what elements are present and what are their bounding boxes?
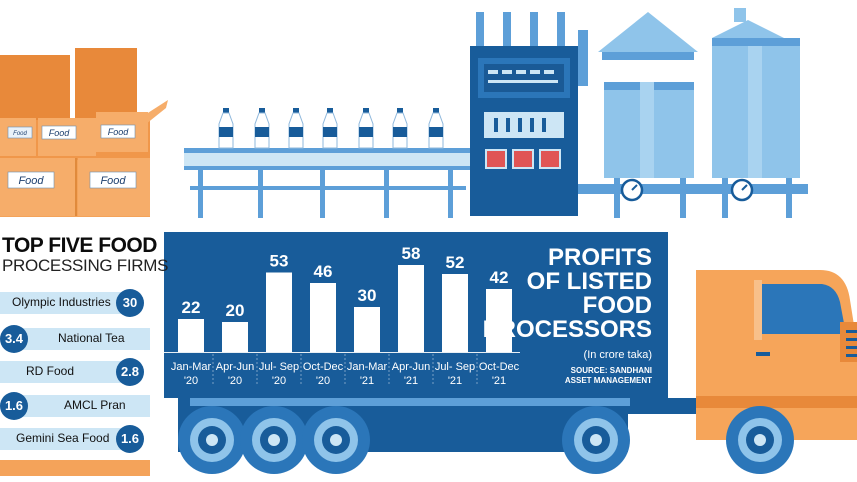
box-label: Food [18,175,44,187]
bar-data-label: 58 [402,244,421,263]
bar [266,272,292,352]
category-tick-label: Oct-Dec [303,361,344,373]
category-tick-label-year: '20 [228,375,242,387]
bar [398,265,424,352]
category-tick-label: Jan-Mar [171,361,212,373]
ranking-title: TOP FIVE FOOD [2,234,157,257]
bar-data-label: 53 [270,252,289,271]
wheel-icon [178,406,794,474]
bar-data-label: 22 [182,298,201,317]
category-tick-label-year: '20 [184,375,198,387]
bar [310,283,336,352]
chart-baseline [164,352,520,353]
bar-data-label: 46 [314,262,333,281]
box-label: Food [13,131,27,137]
storage-tank-icon [578,8,808,218]
chart-subtitle: (In crore taka) [584,349,652,361]
bar-data-label: 52 [446,253,465,272]
bar [178,319,204,352]
chart-title-line-2: OF LISTED [527,268,652,295]
chart-source-line-1: SOURCE: SANDHANI [571,366,652,375]
wheel-icon [240,406,308,474]
milk-bottle-icon [288,108,304,149]
chart-title-line-1: PROFITS [548,244,652,271]
category-tick-label-year: '20 [272,375,286,387]
category-tick-label: Oct-Dec [479,361,520,373]
cardboard-box-icon: Food Food Food Food Food [0,48,168,217]
category-tick-label-year: '21 [492,375,506,387]
ranking-name: Gemini Sea Food [16,431,110,445]
ranking-bar [0,361,124,383]
bar [354,307,380,352]
wheel-icon [562,406,630,474]
chart-title-line-3: FOOD [583,292,652,319]
ranking-row: RD Food 2.8 [0,358,150,386]
ranking-name: National Tea [58,331,125,345]
category-tick-label: Apr-Jun [216,361,255,373]
ranking-panel: TOP FIVE FOOD PROCESSING FIRMS Olympic I… [0,230,168,482]
milk-bottle-icon [218,108,444,149]
category-tick-label-year: '21 [360,375,374,387]
category-tick-label: Apr-Jun [392,361,431,373]
ranking-bar [14,395,150,417]
ranking-value: 1.6 [0,392,28,420]
milk-bottle-icon [322,108,338,149]
wheel-icon [726,406,794,474]
ranking-value: 2.8 [116,358,144,386]
chart-source-line-2: ASSET MANAGEMENT [565,376,652,385]
milk-bottle-icon [254,108,270,149]
wheel-icon [302,406,370,474]
bar-data-label: 42 [490,268,509,287]
box-label: Food [108,127,130,137]
bar [486,289,512,352]
ranking-name: AMCL Pran [64,398,126,412]
bar-data-label: 20 [226,301,245,320]
ranking-value: 3.4 [0,325,28,353]
category-tick-label: Jan-Mar [347,361,388,373]
ranking-bar [14,328,150,350]
ranking-value: 1.6 [116,425,144,453]
category-tick-label-year: '20 [316,375,330,387]
ranking-bar [0,292,124,314]
wheel-icon [178,406,246,474]
box-label: Food [49,128,71,138]
ranking-subtitle: PROCESSING FIRMS [2,256,169,275]
ranking-name: Olympic Industries [12,295,111,309]
category-tick-label: Jul- Sep [435,361,475,373]
conveyor-belt-icon [184,148,472,218]
ranking-name: RD Food [26,364,75,378]
control-panel-icon [470,12,588,216]
milk-bottle-icon [218,108,234,149]
category-tick-label-year: '21 [404,375,418,387]
category-tick-label: Jul- Sep [259,361,299,373]
ranking-bar [0,428,124,450]
box-label: Food [100,175,126,187]
ranking-value: 30 [116,289,144,317]
bar [222,322,248,352]
ranking-row: Olympic Industries 30 [0,289,150,317]
bar-data-label: 30 [358,286,377,305]
milk-bottle-icon [392,108,408,149]
milk-bottle-icon [358,108,374,149]
ranking-footer-bar [0,460,150,476]
ranking-row: 1.6 AMCL Pran [0,392,150,420]
category-tick-label-year: '21 [448,375,462,387]
milk-bottle-icon [428,108,444,149]
profits-chart: 22 20 53 46 30 58 52 42 Jan-Mar '20 Apr-Jun '20 Jul… [164,232,668,398]
bar [442,274,468,352]
ranking-row: Gemini Sea Food 1.6 [0,425,150,453]
chart-title-line-4: PROCESSORS [483,316,652,343]
ranking-row: 3.4 National Tea [0,325,150,353]
